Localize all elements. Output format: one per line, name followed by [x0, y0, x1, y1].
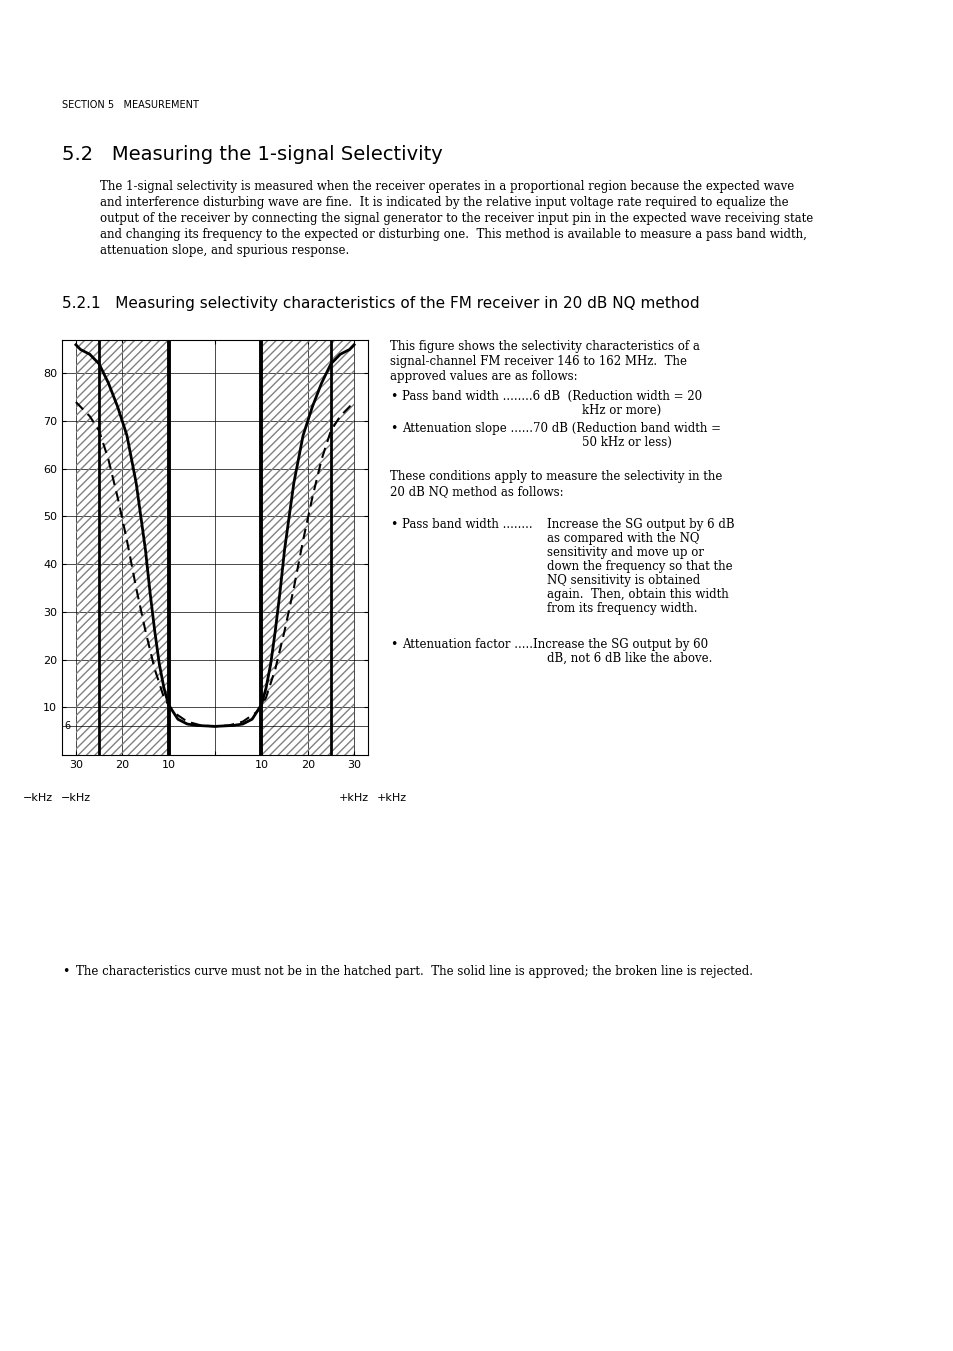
Text: The characteristics curve must not be in the hatched part.  The solid line is ap: The characteristics curve must not be in…	[76, 965, 752, 978]
Text: and interference disturbing wave are fine.  It is indicated by the relative inpu: and interference disturbing wave are fin…	[100, 196, 788, 209]
Text: from its frequency width.: from its frequency width.	[546, 603, 697, 615]
Text: attenuation slope, and spurious response.: attenuation slope, and spurious response…	[100, 245, 349, 257]
Text: again.  Then, obtain this width: again. Then, obtain this width	[546, 588, 728, 601]
Text: •: •	[390, 422, 397, 435]
Text: output of the receiver by connecting the signal generator to the receiver input : output of the receiver by connecting the…	[100, 212, 812, 226]
Text: These conditions apply to measure the selectivity in the: These conditions apply to measure the se…	[390, 470, 721, 484]
Text: •: •	[62, 965, 70, 978]
Text: sensitivity and move up or: sensitivity and move up or	[546, 546, 703, 559]
Text: •: •	[390, 390, 397, 403]
Text: NQ sensitivity is obtained: NQ sensitivity is obtained	[546, 574, 700, 586]
Text: SECTION 5   MEASUREMENT: SECTION 5 MEASUREMENT	[62, 100, 198, 109]
Text: •: •	[390, 638, 397, 651]
Text: Pass band width ........6 dB  (Reduction width = 20: Pass band width ........6 dB (Reduction …	[401, 390, 701, 403]
Text: 5.2   Measuring the 1-signal Selectivity: 5.2 Measuring the 1-signal Selectivity	[62, 145, 442, 163]
Text: and changing its frequency to the expected or disturbing one.  This method is av: and changing its frequency to the expect…	[100, 228, 806, 240]
Text: Increase the SG output by 6 dB: Increase the SG output by 6 dB	[546, 517, 734, 531]
Text: −kHz: −kHz	[23, 793, 52, 802]
Text: signal-channel FM receiver 146 to 162 MHz.  The: signal-channel FM receiver 146 to 162 MH…	[390, 355, 686, 367]
Text: dB, not 6 dB like the above.: dB, not 6 dB like the above.	[546, 653, 712, 665]
Text: Attenuation factor .....Increase the SG output by 60: Attenuation factor .....Increase the SG …	[401, 638, 707, 651]
Text: 50 kHz or less): 50 kHz or less)	[581, 436, 671, 449]
Text: 5.2.1   Measuring selectivity characteristics of the FM receiver in 20 dB NQ met: 5.2.1 Measuring selectivity characterist…	[62, 296, 699, 311]
Text: kHz or more): kHz or more)	[581, 404, 660, 417]
Text: +kHz: +kHz	[376, 793, 407, 802]
Text: 6: 6	[64, 721, 71, 731]
Text: −kHz: −kHz	[61, 793, 91, 802]
Text: as compared with the NQ: as compared with the NQ	[546, 532, 699, 544]
Text: This figure shows the selectivity characteristics of a: This figure shows the selectivity charac…	[390, 340, 700, 353]
Text: •: •	[390, 517, 397, 531]
Text: 20 dB NQ method as follows:: 20 dB NQ method as follows:	[390, 485, 563, 499]
Text: The 1-signal selectivity is measured when the receiver operates in a proportiona: The 1-signal selectivity is measured whe…	[100, 180, 794, 193]
Text: +kHz: +kHz	[338, 793, 369, 802]
Text: approved values are as follows:: approved values are as follows:	[390, 370, 577, 382]
Text: down the frequency so that the: down the frequency so that the	[546, 561, 732, 573]
Text: Pass band width ........: Pass band width ........	[401, 517, 532, 531]
Text: Attenuation slope ......70 dB (Reduction band width =: Attenuation slope ......70 dB (Reduction…	[401, 422, 720, 435]
